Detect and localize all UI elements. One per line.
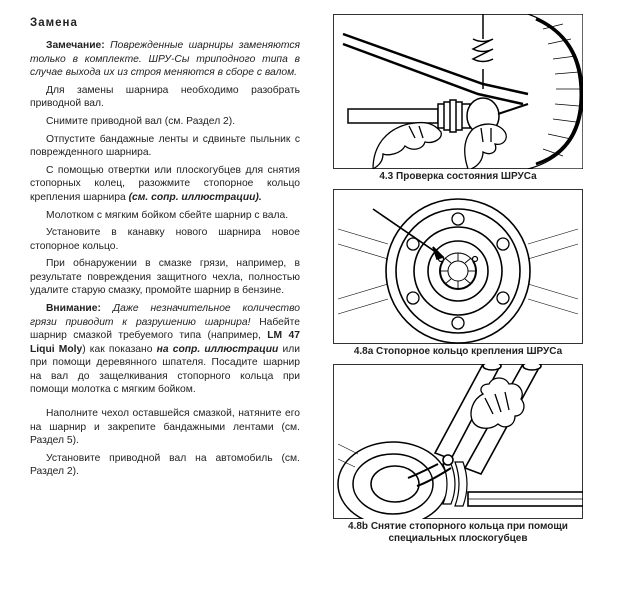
paragraph-3: Отпустите бандажные ленты и сдвиньте пыл… [30,133,300,160]
paragraph-10: Установите приводной вал на автомобиль (… [30,452,300,479]
figure-4-8a: 4.8a Стопорное кольцо крепления ШРУСа [333,189,583,358]
paragraph-7: При обнаружении в смазке грязи, например… [30,257,300,298]
paragraph-2: Снимите приводной вал (см. Раздел 2). [30,115,300,129]
note-label: Замечание: [46,40,105,51]
figures-column: 4.3 Проверка состояния ШРУСа [310,14,606,580]
paragraph-1: Для замены шарнира необходимо разобрать … [30,84,300,111]
figure-4-8a-caption: 4.8a Стопорное кольцо крепления ШРУСа [354,346,562,358]
figure-4-8a-illustration [333,189,583,344]
paragraph-8-ref: на сопр. иллюстрации [157,344,279,355]
figure-4-8b-illustration [333,364,583,519]
paragraph-8: Внимание: Даже незначительное количество… [30,302,300,397]
figure-4-3: 4.3 Проверка состояния ШРУСа [333,14,583,183]
paragraph-4-ref: (см. сопр. иллюстрации). [129,192,262,203]
paragraph-6: Установите в канавку нового шарнира ново… [30,226,300,253]
figure-4-3-illustration [333,14,583,169]
paragraph-4: С помощью отвертки или плоскогубцев для … [30,164,300,205]
section-heading: Замена [30,16,300,31]
paragraph-8-body3: ) как показано [82,344,156,355]
note-paragraph: Замечание: Поврежденные шарниры заменяют… [30,39,300,80]
figure-4-3-caption: 4.3 Проверка состояния ШРУСа [379,171,536,183]
figure-4-8b-caption: 4.8b Снятие стопорного кольца при помощи… [333,521,583,545]
paragraph-5: Молотком с мягким бойком сбейте шарнир с… [30,209,300,223]
figure-4-8b: 4.8b Снятие стопорного кольца при помощи… [333,364,583,545]
paragraph-9: Наполните чехол оставшейся смазкой, натя… [30,407,300,448]
page-root: Замена Замечание: Поврежденные шарниры з… [0,0,620,590]
text-column: Замена Замечание: Поврежденные шарниры з… [30,14,310,580]
attention-label: Внимание: [46,303,101,314]
